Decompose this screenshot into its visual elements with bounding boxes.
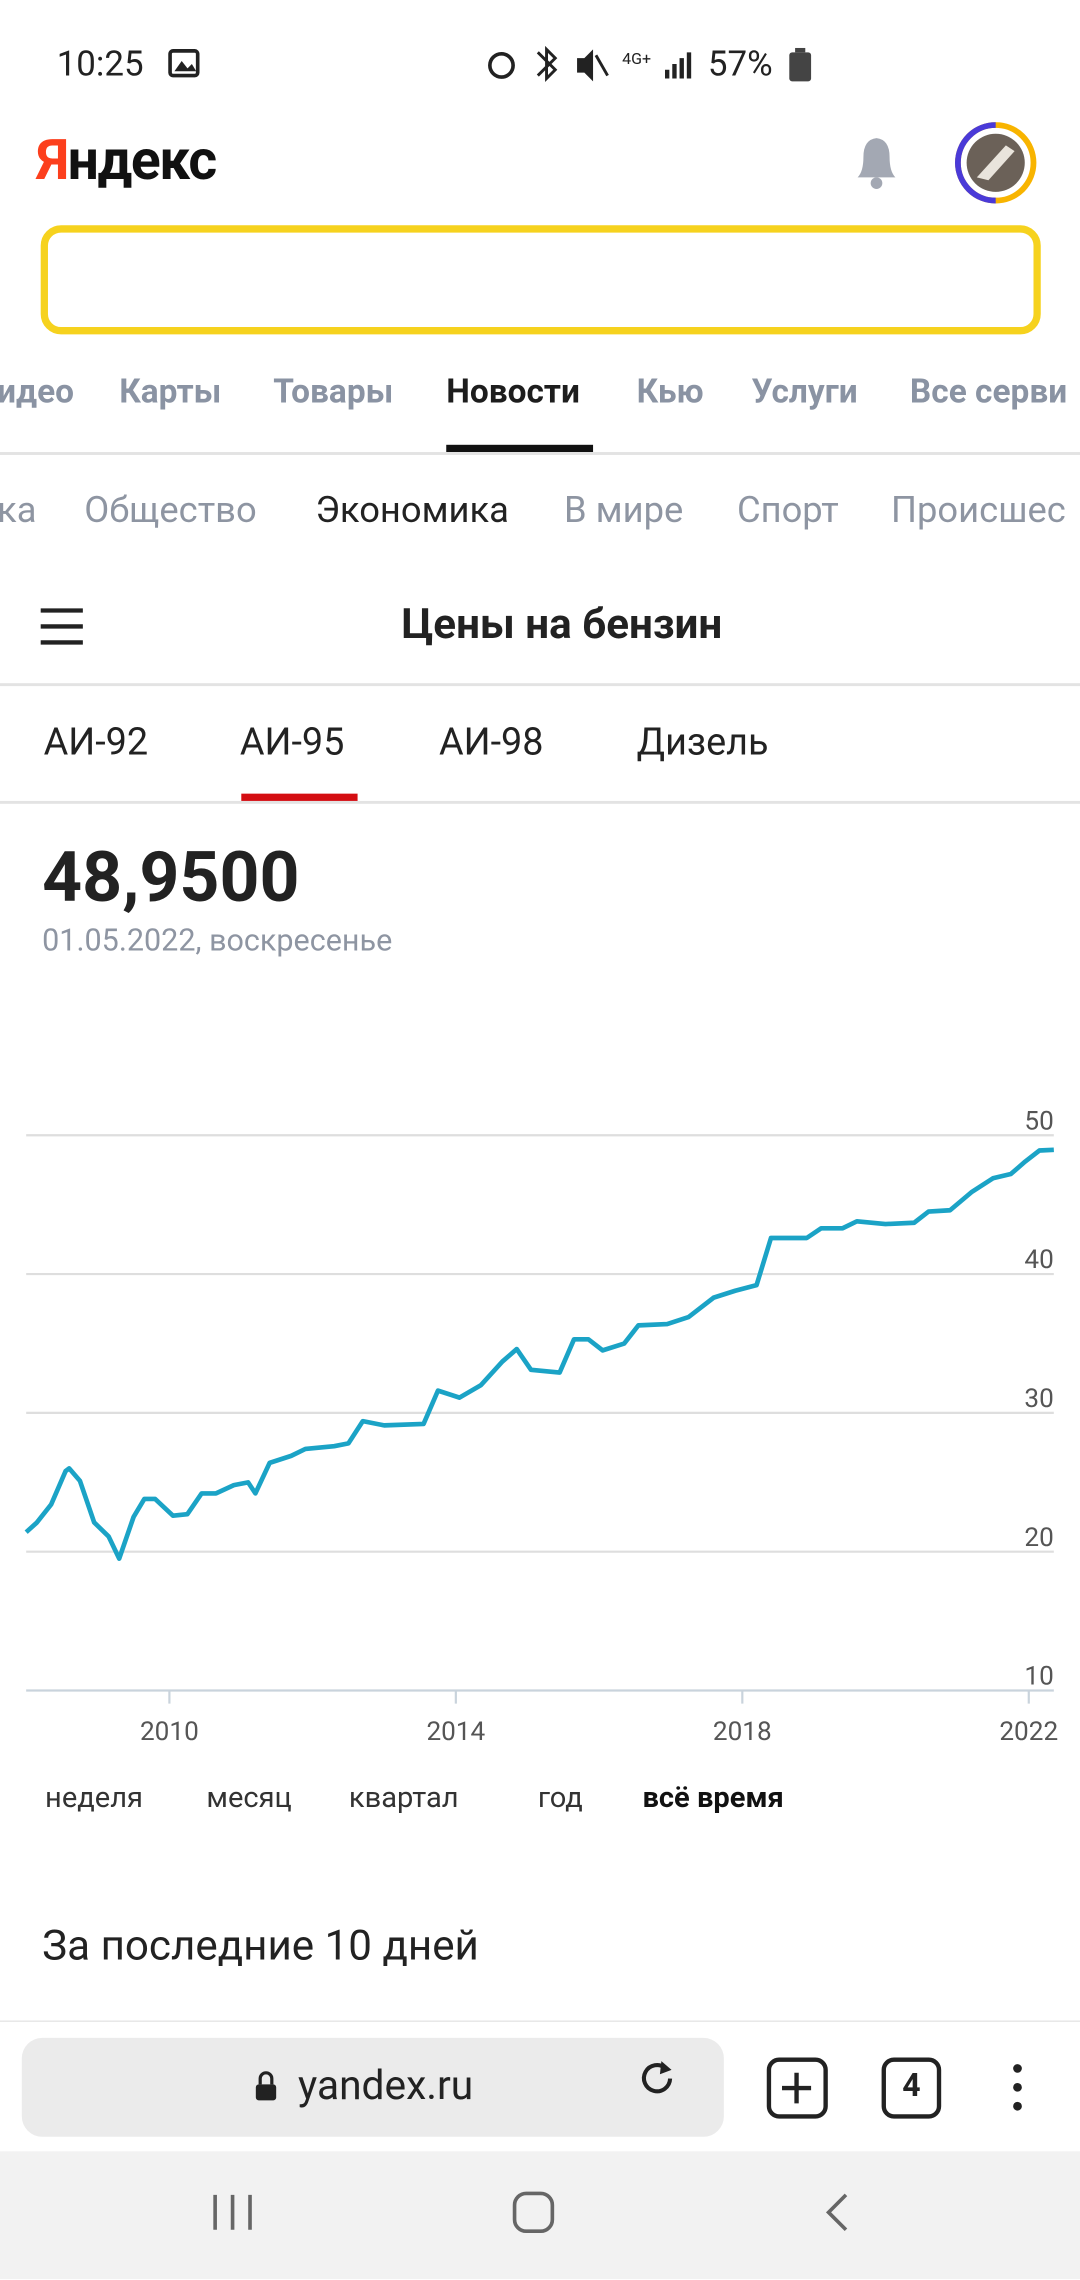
fuel-tab-active[interactable]: АИ-95 <box>239 720 345 765</box>
service-tab-active[interactable]: Новости <box>446 372 580 412</box>
notifications[interactable] <box>857 138 896 178</box>
service-tab[interactable]: Товары <box>273 372 394 412</box>
rubric[interactable]: В мире <box>563 489 684 533</box>
y-tick-label: 50 <box>1024 1106 1053 1136</box>
url[interactable]: yandex.ru <box>297 2061 474 2110</box>
section-title: За последние 10 дней <box>42 1921 479 1972</box>
rubric[interactable]: Происшес <box>891 489 1066 533</box>
fuel-tab[interactable]: Дизель <box>636 720 769 765</box>
service-tab[interactable]: идео <box>0 372 75 412</box>
status-time: 10:25 <box>56 43 144 85</box>
y-tick-label: 30 <box>1024 1384 1053 1414</box>
fuel-tab[interactable]: АИ-92 <box>43 720 149 765</box>
y-tick-label: 20 <box>1024 1523 1053 1553</box>
y-tick-label: 40 <box>1024 1245 1053 1275</box>
y-tick-label: 10 <box>1024 1662 1053 1692</box>
period-option-active[interactable]: всё время <box>642 1779 784 1815</box>
nav-icons <box>213 2191 848 2234</box>
logo[interactable]: Яндекс <box>36 129 217 194</box>
period-option[interactable]: год <box>537 1779 583 1815</box>
active-indicator <box>446 444 594 453</box>
service-tab[interactable]: Все серви <box>909 372 1068 412</box>
price-chart: 10 20 30 40 50 2010 2014 2018 2022 <box>24 1106 1058 1747</box>
service-tab[interactable]: Кью <box>636 372 704 412</box>
price-line <box>24 1147 1054 1561</box>
new-tab[interactable] <box>766 2057 828 2119</box>
x-tick-label: 2018 <box>713 1717 772 1747</box>
rubric[interactable]: Спорт <box>736 489 839 533</box>
divider <box>0 800 1080 804</box>
rubric-active[interactable]: Экономика <box>315 489 509 533</box>
page-title: Цены на бензин <box>401 600 723 650</box>
rubric[interactable]: Общество <box>84 489 257 533</box>
tab-count: 4 <box>902 2068 921 2105</box>
status-icons: 4G+ <box>168 45 812 83</box>
current-date: 01.05.2022, воскресенье <box>42 924 393 960</box>
nav-bar <box>0 2151 1080 2280</box>
divider <box>0 683 1080 687</box>
current-price: 48,9500 <box>42 835 300 919</box>
x-tick-label: 2010 <box>140 1717 199 1747</box>
x-tick-label: 2014 <box>426 1717 485 1747</box>
header-icons <box>857 122 1037 204</box>
browser-icons <box>255 2057 1022 2119</box>
x-tick-label: 2022 <box>999 1717 1058 1747</box>
period-option[interactable]: месяц <box>206 1779 292 1815</box>
divider <box>0 452 1080 455</box>
service-tab[interactable]: Услуги <box>751 372 858 412</box>
tab-switcher[interactable] <box>881 2057 942 2119</box>
service-tab[interactable]: Карты <box>119 372 222 412</box>
fuel-tab[interactable]: АИ-98 <box>438 720 544 765</box>
svg-text:4G+: 4G+ <box>622 49 651 68</box>
period-option[interactable]: квартал <box>348 1779 459 1815</box>
address-bar[interactable] <box>21 2037 724 2137</box>
search-box[interactable] <box>40 225 1041 335</box>
rubric[interactable]: ка <box>0 489 37 533</box>
menu-button[interactable] <box>38 605 87 649</box>
battery-level: 57% <box>707 43 773 85</box>
active-indicator <box>241 793 358 803</box>
period-option[interactable]: неделя <box>45 1779 143 1815</box>
